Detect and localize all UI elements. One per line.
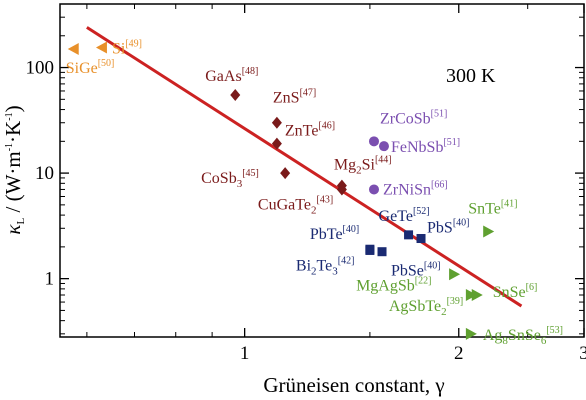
data-point-pbs	[416, 234, 426, 244]
x-tick-label: 2	[454, 343, 464, 364]
point-label-pbs: PbS[40]	[427, 218, 469, 237]
point-label-fenbsb: FeNbSb[51]	[391, 137, 460, 156]
data-point-zrcosb	[368, 136, 379, 147]
axis-ticks: 1 2 3 1 10 100	[26, 3, 586, 364]
data-point-pbse	[377, 247, 387, 257]
y-tick-label: 100	[26, 58, 55, 79]
point-label-zns: ZnS[47]	[273, 88, 316, 107]
point-label-pbte: PbTe[40]	[310, 224, 359, 243]
data-point-zrnisn	[368, 184, 379, 195]
point-label-cugate2: CuGaTe2[43]	[258, 194, 333, 216]
data-point-cosb3	[280, 167, 291, 180]
temperature-annotation: 300 K	[446, 65, 496, 87]
data-point-zns	[271, 116, 282, 129]
data-point-cugate2	[336, 183, 347, 196]
point-label-znte: ZnTe[46]	[285, 121, 335, 140]
data-point-sige	[67, 42, 79, 55]
point-label-cosb3: CoSb3[45]	[201, 168, 259, 190]
data-point-snse	[471, 288, 483, 301]
data-point-snte	[483, 225, 495, 238]
data-point-fenbsb	[378, 141, 389, 152]
data-point-agsbte2	[465, 288, 477, 301]
data-point-mgagsb	[449, 268, 461, 281]
point-label-agsbte2: AgSbTe2[39]	[389, 296, 463, 318]
point-label-bi2te3: Bi2Te3[42]	[296, 255, 355, 277]
point-label-si: Si[49]	[112, 38, 142, 57]
data-point-znte	[271, 137, 282, 150]
data-point-ag8snse6	[465, 327, 477, 340]
point-label-gaas: GaAs[48]	[205, 66, 258, 85]
fit-line	[86, 26, 523, 308]
data-point-gete	[404, 230, 414, 240]
x-tick-label: 3	[579, 343, 586, 364]
x-axis-title: Grüneisen constant, γ	[263, 373, 444, 397]
point-label-pbse: PbSe[40]	[391, 261, 441, 280]
data-points	[67, 41, 495, 340]
x-tick-label: 1	[240, 343, 250, 364]
point-label-snse: SnSe[6]	[493, 282, 538, 301]
point-label-zrnisn: ZrNiSn[66]	[383, 179, 448, 198]
y-tick-label: 10	[35, 163, 54, 184]
y-tick-label: 1	[45, 269, 55, 290]
data-point-si	[95, 41, 107, 54]
point-label-ag8snse6: Ag8SnSe6[53]	[483, 325, 563, 347]
point-label-snte: SnTe[41]	[468, 198, 517, 217]
plot-frame	[59, 3, 585, 338]
point-label-sige: SiGe[50]	[66, 58, 115, 77]
point-label-mgagsb: MgAgSb[22]	[356, 275, 431, 294]
data-point-labels: Si[49]SiGe[50] GaAs[48] ZnS[47] ZnTe[46] CoS…	[66, 38, 563, 346]
data-point-gaas	[230, 88, 241, 101]
point-label-mg2si: Mg2Si[44]	[334, 155, 392, 177]
y-axis-title: κL / (W·m-1·K-1)	[1, 105, 27, 234]
data-point-bi2te3	[365, 245, 375, 255]
point-label-zrcosb: ZrCoSb[51]	[380, 108, 447, 127]
point-label-gete: GeTe[52]	[379, 206, 430, 225]
fit-line-group	[86, 26, 523, 308]
